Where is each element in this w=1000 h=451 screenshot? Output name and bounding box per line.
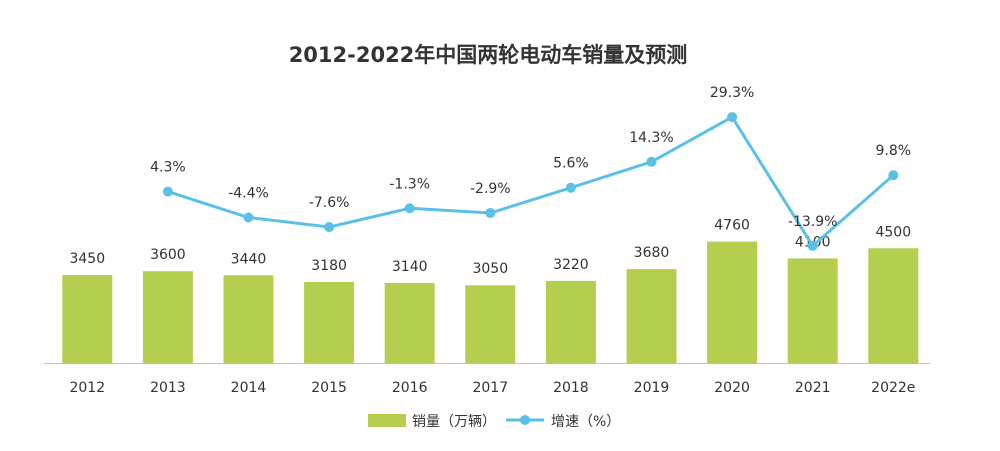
line-series [162,112,899,251]
line-label-2020: 29.3% [710,85,754,101]
x-tick-2021: 2021 [795,380,831,396]
legend-label-line: 增速（%） [551,414,620,430]
line-label-2017: -2.9% [470,181,511,197]
bar-label-2022e: 4500 [875,224,911,240]
line-label-2022e: 9.8% [876,143,912,159]
bar-label-2018: 3220 [553,257,589,273]
line-data-labels: 4.3% -4.4% -7.6% -1.3% -2.9% 5.6% 14.3% 29.3% -1… [150,85,911,230]
legend-marker-line [520,415,530,425]
bar-label-2016: 3140 [392,259,428,275]
line-label-2021: -13.9% [788,214,838,230]
line-label-2015: -7.6% [309,195,350,211]
line-point-2018 [565,182,576,193]
x-tick-2014: 2014 [231,380,267,396]
bar-2021 [787,258,838,363]
bar-2018 [545,280,596,363]
growth-line [167,115,895,248]
legend-label-bar: 销量（万辆） [412,414,496,430]
bar-label-2012: 3450 [69,251,105,267]
bar-2019 [626,269,677,363]
bar-2020 [707,241,758,363]
bar-label-2013: 3600 [150,247,186,263]
x-tick-2013: 2013 [150,380,186,396]
line-label-2014: -4.4% [228,186,269,202]
line-point-2016 [404,203,415,214]
line-point-2017 [485,208,496,219]
line-label-2019: 14.3% [629,130,673,146]
bar-2015 [304,281,355,363]
legend: 销量（万辆） 增速（%） [368,414,620,430]
bar-2014 [223,275,274,363]
bar-label-2020: 4760 [714,218,750,234]
bar-2012 [62,275,113,363]
bar-label-2014: 3440 [231,251,267,267]
x-tick-2020: 2020 [714,380,750,396]
line-point-2021 [807,240,818,251]
line-point-2019 [646,156,657,167]
line-point-2020 [727,112,738,123]
x-axis-labels: 2012 2013 2014 2015 2016 2017 2018 2019 2020 2021… [69,380,915,396]
line-point-2022e [888,170,899,181]
bar-series [62,241,919,363]
x-tick-2012: 2012 [69,380,105,396]
line-label-2013: 4.3% [150,160,186,176]
legend-swatch-bar [368,414,406,427]
bar-data-labels: 3450360034403180314030503220368047604100… [69,218,911,278]
x-tick-2016: 2016 [392,380,428,396]
line-point-2014 [243,212,254,223]
bar-2017 [465,285,516,363]
bar-2022e [868,248,919,363]
x-tick-2022e: 2022e [871,380,915,396]
x-tick-2018: 2018 [553,380,589,396]
chart-title: 2012-2022年中国两轮电动车销量及预测 [289,43,688,67]
x-tick-2019: 2019 [634,380,670,396]
bar-2016 [384,282,435,363]
bar-label-2017: 3050 [472,261,508,277]
line-point-2015 [324,222,335,233]
x-tick-2017: 2017 [472,380,508,396]
bar-label-2015: 3180 [311,258,347,274]
bar-2013 [142,271,193,363]
x-tick-2015: 2015 [311,380,347,396]
line-point-2013 [162,186,173,197]
bar-label-2019: 3680 [634,245,670,261]
line-label-2018: 5.6% [553,156,589,172]
line-label-2016: -1.3% [389,176,430,192]
